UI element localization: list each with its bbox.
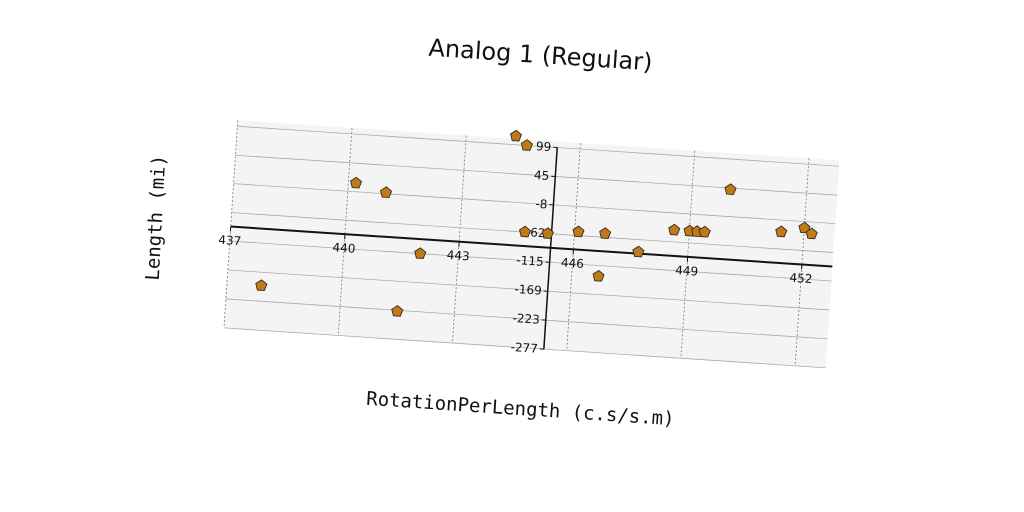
y-tick-label: -277 — [510, 340, 538, 356]
y-tick-label: -169 — [514, 282, 542, 298]
data-point — [632, 245, 645, 258]
y-gridline — [227, 269, 830, 311]
data-point — [668, 223, 681, 236]
grid — [223, 120, 840, 369]
tick-labels: 437 440 443 446 449 452 99 45 -8 -62 -115 -169 -223 -… — [218, 139, 813, 356]
x-axis-label: RotationPerLength (c.s/s.m) — [366, 388, 676, 430]
y-gridline — [231, 212, 834, 253]
y-axis-label: Length (mi) — [142, 154, 171, 281]
y-gridline — [237, 125, 840, 167]
y-axis-line — [543, 147, 558, 350]
y-gridline — [225, 298, 828, 340]
data-point — [414, 247, 427, 260]
data-point — [599, 227, 612, 240]
x-axis-line — [230, 225, 833, 268]
data-point — [520, 139, 533, 151]
data-point — [592, 269, 605, 282]
x-tick-label: 452 — [789, 271, 813, 286]
x-gridline — [452, 135, 467, 344]
x-tick-label: 446 — [561, 256, 585, 271]
y-tick-label: -8 — [535, 197, 548, 212]
x-tick-label: 440 — [332, 240, 356, 255]
data-point — [798, 221, 811, 234]
y-gridline — [223, 327, 826, 369]
y-tick-label: 45 — [534, 168, 550, 183]
data-point — [572, 225, 585, 238]
x-gridline — [794, 158, 810, 366]
y-gridline — [233, 183, 836, 224]
y-tick-label: -223 — [512, 311, 540, 327]
y-gridline — [229, 240, 832, 282]
chart-title: Analog 1 (Regular) — [428, 34, 654, 77]
x-tick-label: 443 — [446, 248, 470, 263]
x-gridline — [337, 127, 353, 336]
y-tick-label: -62 — [525, 225, 545, 240]
data-points — [255, 129, 818, 317]
plot-background — [223, 120, 840, 368]
data-point — [805, 227, 818, 240]
x-gridline — [566, 143, 581, 351]
x-gridline — [223, 120, 239, 328]
x-gridline — [680, 150, 696, 359]
y-tick-label: -115 — [516, 253, 544, 269]
data-point — [350, 176, 363, 189]
data-point — [724, 183, 737, 196]
y-tick-label: 99 — [536, 139, 552, 154]
x-tick-label: 449 — [675, 263, 699, 278]
data-point — [518, 225, 532, 238]
data-point — [379, 186, 393, 199]
plot-area: 437 440 443 446 449 452 99 45 -8 -62 -115 -169 -223 -… — [218, 120, 840, 369]
data-point — [510, 129, 523, 142]
x-tick-label: 437 — [218, 233, 242, 248]
y-gridline — [235, 154, 838, 196]
axes — [229, 146, 833, 350]
data-point — [541, 227, 554, 239]
data-point — [698, 225, 711, 238]
data-point — [255, 279, 268, 292]
data-point — [775, 225, 788, 238]
data-point — [391, 305, 404, 317]
